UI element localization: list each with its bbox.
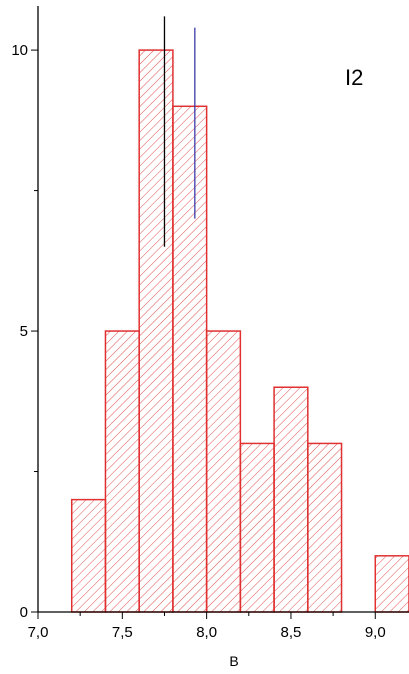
histogram-bar-8: [374, 555, 409, 613]
x-tick-label: 8,0: [196, 624, 217, 641]
y-tick-label: 5: [20, 323, 28, 340]
panel-label: I2: [345, 65, 363, 90]
x-tick-label: 8,5: [281, 624, 302, 641]
axes-layer: 7,0 7,5 8,0 8,5 9,0 0 5 10: [11, 6, 409, 641]
histogram-bar-6: [273, 386, 309, 613]
x-tick-label: 7,0: [28, 624, 49, 641]
x-tick-label: 9,0: [365, 624, 386, 641]
histogram-bar-3: [172, 105, 208, 613]
histogram-bar-1: [104, 330, 140, 613]
histogram-bar-4: [205, 330, 242, 613]
histogram-bar-5: [239, 442, 275, 613]
x-axis-title: B: [229, 653, 238, 669]
histogram-bar-7: [307, 442, 343, 613]
histogram-bar-0: [70, 498, 107, 613]
histogram-bar-2: [138, 49, 174, 613]
x-tick-label: 7,5: [112, 624, 133, 641]
reference-lines-layer: [163, 16, 196, 247]
y-tick-label: 10: [11, 42, 28, 59]
bars-layer: [70, 49, 409, 613]
y-tick-label: 0: [20, 604, 28, 621]
